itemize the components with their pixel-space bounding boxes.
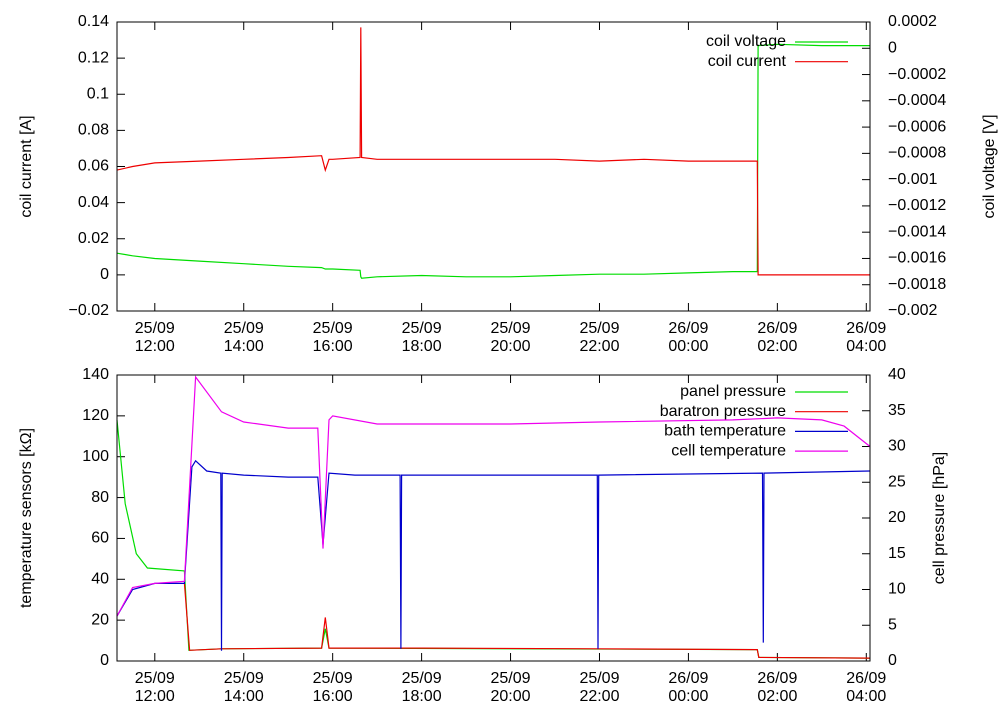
x-tick-label: 25/09 14:00 [223,670,264,705]
y-tick-label: 40 [91,571,109,588]
x-tick-label: 25/09 20:00 [490,670,531,705]
data-line [116,43,870,279]
y2-tick-label: 35 [888,402,906,419]
y2-tick-label: −0.0016 [888,250,946,267]
y-tick-label: 0.04 [78,194,109,211]
y2-tick-label: −0.0012 [888,197,946,214]
y2-tick-label: −0.001 [888,171,937,188]
x-tick-label: 26/09 04:00 [846,320,887,355]
legend-label: bath temperature [664,423,786,440]
y-tick-label: 120 [82,407,109,424]
y2-tick-label: 5 [888,616,897,633]
y-tick-label: 0.06 [78,158,109,175]
y2-tick-label: −0.002 [888,302,937,319]
x-tick-label: 25/09 22:00 [579,320,620,355]
y-tick-label: 20 [91,611,109,628]
y-tick-label: 140 [82,366,109,383]
y-tick-label: 0.02 [78,230,109,247]
y-tick-label: 0.08 [78,122,109,139]
y-tick-label: 80 [91,489,109,506]
x-tick-label: 25/09 22:00 [579,670,620,705]
x-tick-label: 26/09 02:00 [757,320,798,355]
y2-tick-label: −0.0014 [888,223,946,240]
y2-tick-label: 30 [888,438,906,455]
x-tick-label: 25/09 20:00 [490,320,531,355]
y-axis-label: temperature sensors [kΩ] [18,428,35,608]
y2-tick-label: −0.0006 [888,118,946,135]
plot-frame [116,374,871,662]
y2-tick-label: 0.0002 [888,13,937,30]
y2-tick-label: −0.0008 [888,145,946,162]
y-tick-label: −0.02 [69,302,110,319]
y2-tick-label: 10 [888,581,906,598]
x-tick-label: 25/09 16:00 [312,670,353,705]
legend-label: coil voltage [706,33,786,50]
x-tick-label: 26/09 04:00 [846,670,887,705]
data-line [183,583,871,659]
data-line [116,27,870,276]
legend-label: panel pressure [680,383,786,400]
y2-tick-label: 15 [888,545,906,562]
x-tick-label: 25/09 16:00 [312,320,353,355]
y-tick-label: 60 [91,530,109,547]
y-tick-label: 0 [100,266,109,283]
data-line [116,375,871,617]
x-tick-label: 25/09 12:00 [134,670,175,705]
x-tick-label: 26/09 02:00 [757,670,798,705]
y2-tick-label: −0.0002 [888,66,946,83]
y-axis-label: coil current [A] [18,115,35,217]
x-tick-label: 26/09 00:00 [668,670,709,705]
y2-tick-label: 0 [888,39,897,56]
y-tick-label: 0.1 [87,85,109,102]
legend-label: cell temperature [671,442,786,459]
legend-label: baratron pressure [660,403,786,420]
y2-axis-label: cell pressure [hPa] [931,452,948,585]
y2-tick-label: 40 [888,366,906,383]
y-tick-label: 0.12 [78,49,109,66]
y2-tick-label: 25 [888,473,906,490]
x-tick-label: 26/09 00:00 [668,320,709,355]
legend-label: coil current [708,53,787,70]
y-tick-label: 0.14 [78,13,109,30]
x-tick-label: 25/09 14:00 [223,320,264,355]
y-tick-label: 100 [82,448,109,465]
plot-frame [116,21,871,312]
x-tick-label: 25/09 18:00 [401,670,442,705]
x-tick-label: 25/09 18:00 [401,320,442,355]
y2-tick-label: 20 [888,509,906,526]
y2-tick-label: 0 [888,652,897,669]
y-tick-label: 0 [100,652,109,669]
y2-tick-label: −0.0004 [888,92,946,109]
y2-tick-label: −0.0018 [888,276,946,293]
y2-axis-label: coil voltage [V] [981,114,998,218]
data-line [116,459,871,651]
x-tick-label: 25/09 12:00 [134,320,175,355]
